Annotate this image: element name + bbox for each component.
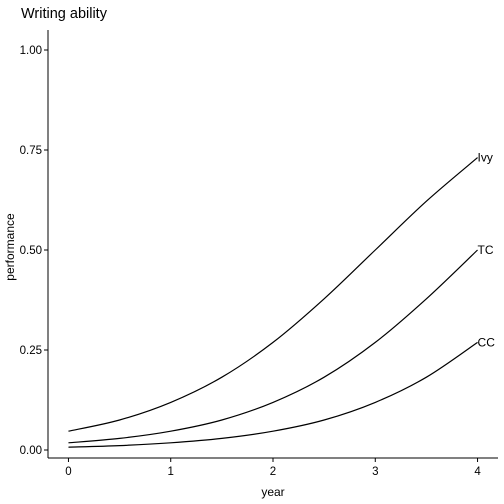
y-axis-title: performance: [3, 213, 17, 281]
chart-title: Writing ability: [21, 6, 108, 22]
axes: [47, 30, 498, 459]
y-ticks: 0.00 0.25 0.50 0.75 1.00: [20, 45, 48, 457]
x-ticks: 0 1 2 3 4: [65, 458, 481, 478]
x-tick-label: 4: [474, 466, 481, 478]
series-label-cc: CC: [478, 335, 496, 349]
y-tick-label: 1.00: [20, 45, 42, 57]
series-line-ivy: [68, 157, 478, 432]
x-tick-label: 1: [168, 466, 174, 478]
y-tick-label: 0.00: [20, 445, 42, 457]
x-tick-label: 2: [270, 466, 276, 478]
series-group: [68, 157, 478, 448]
y-tick-label: 0.75: [20, 145, 42, 157]
series-line-tc: [68, 249, 478, 444]
series-line-cc: [68, 341, 478, 448]
series-label-tc: TC: [478, 243, 494, 257]
x-axis-title: year: [261, 485, 284, 499]
series-label-ivy: Ivy: [478, 151, 493, 165]
x-tick-label: 0: [65, 466, 71, 478]
x-tick-label: 3: [372, 466, 378, 478]
y-tick-label: 0.25: [20, 345, 42, 357]
y-tick-label: 0.50: [20, 245, 42, 257]
series-labels: Ivy TC CC: [478, 151, 496, 350]
